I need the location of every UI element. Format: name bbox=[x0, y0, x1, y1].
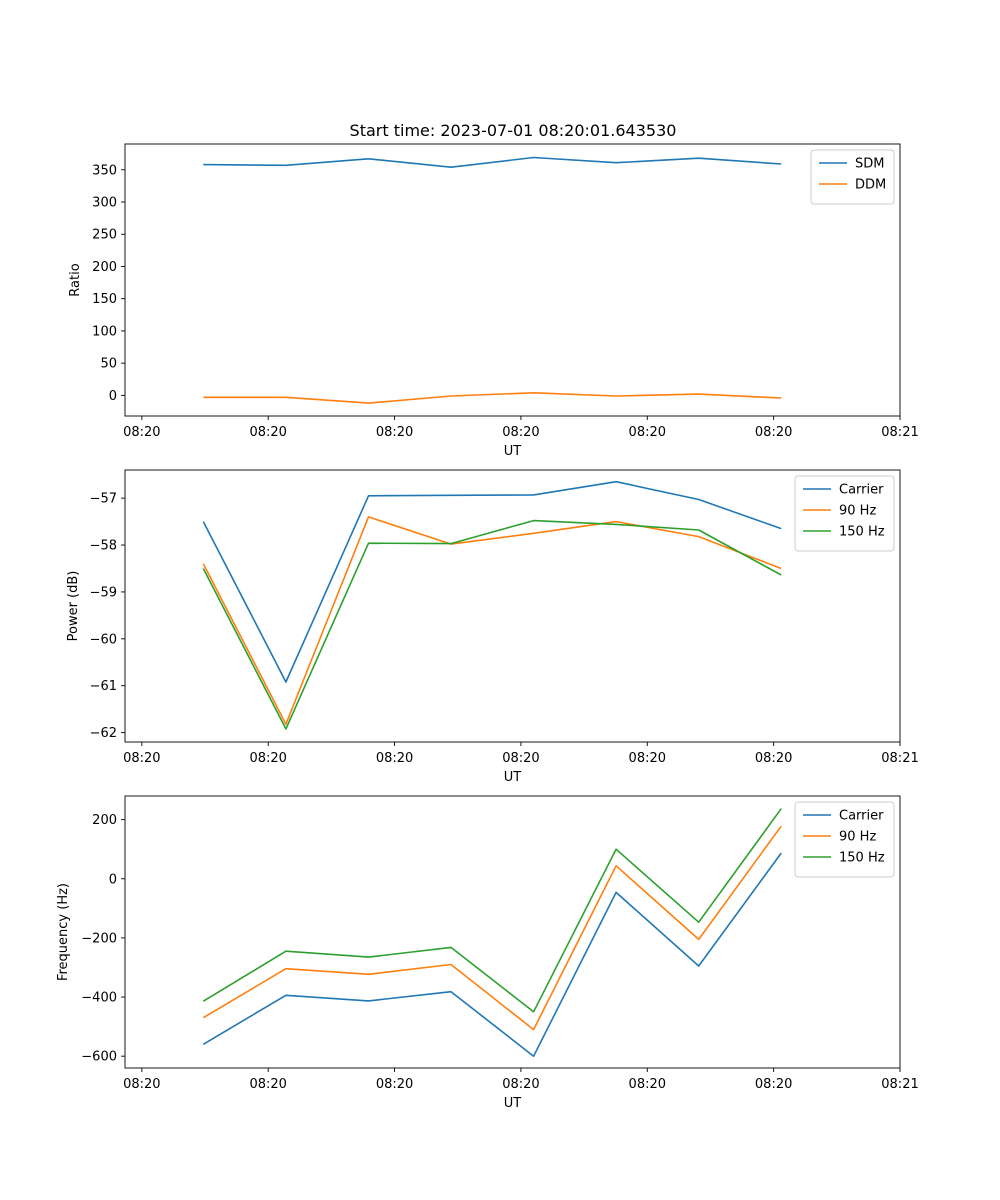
frequency-chart-x-tick-label: 08:20 bbox=[249, 1077, 286, 1092]
frequency-chart-x-tick-label: 08:20 bbox=[502, 1077, 539, 1092]
frequency-chart-y-axis-label: Frequency (Hz) bbox=[56, 883, 71, 981]
frequency-chart-legend-box bbox=[794, 801, 895, 878]
ratio-chart-axes-frame bbox=[124, 143, 901, 417]
frequency-chart-x-tick-label: 08:20 bbox=[629, 1077, 666, 1092]
ratio-chart-x-tick-label: 08:20 bbox=[502, 425, 539, 440]
ratio-chart-legend-label: DDM bbox=[855, 178, 886, 193]
power-chart-y-tick-label: −59 bbox=[90, 585, 117, 600]
ratio-chart-y-tick-label: 50 bbox=[100, 357, 117, 372]
ratio-chart-y-tick-label: 300 bbox=[92, 196, 117, 211]
ratio-chart: 08:20 08:20 08:20 08:20 08:20 08:20 08:21 0 50 10… bbox=[68, 143, 919, 459]
power-chart-y-tick-label: −57 bbox=[90, 492, 117, 507]
frequency-chart-series-150-hz bbox=[202, 808, 782, 1013]
power-chart-y-tick-label: −58 bbox=[90, 539, 117, 554]
power-chart-y-tick-label: −60 bbox=[90, 632, 117, 647]
power-chart-x-tick-label: 08:21 bbox=[881, 751, 918, 766]
power-chart-x-tick-label: 08:20 bbox=[249, 751, 286, 766]
ratio-chart-x-tick-label: 08:20 bbox=[376, 425, 413, 440]
frequency-chart-x-tick-label: 08:20 bbox=[123, 1077, 160, 1092]
power-chart-y-tick-label: −61 bbox=[90, 679, 117, 694]
power-chart-series-carrier bbox=[202, 480, 782, 683]
ratio-chart-y-tick-label: 100 bbox=[92, 324, 117, 339]
frequency-chart-legend-label: 90 Hz bbox=[839, 830, 876, 845]
power-chart-axes-frame bbox=[124, 469, 901, 743]
frequency-chart-y-tick-label: 0 bbox=[109, 872, 117, 887]
ratio-chart-y-tick-label: 150 bbox=[92, 292, 117, 307]
ratio-chart-y-tick-label: 250 bbox=[92, 228, 117, 243]
ratio-chart-x-tick-label: 08:20 bbox=[123, 425, 160, 440]
power-chart-y-axis-label: Power (dB) bbox=[66, 571, 81, 642]
power-chart-x-tick-label: 08:20 bbox=[376, 751, 413, 766]
frequency-chart-x-axis-label: UT bbox=[504, 1096, 522, 1111]
ratio-chart-y-axis-label: Ratio bbox=[68, 263, 83, 296]
frequency-chart-legend: Carrier 90 Hz 150 Hz bbox=[794, 801, 895, 878]
frequency-chart: 08:20 08:20 08:20 08:20 08:20 08:20 08:21 −600 −… bbox=[56, 795, 919, 1111]
frequency-chart-y-tick-label: −200 bbox=[81, 931, 117, 946]
frequency-chart-x-tick-label: 08:20 bbox=[755, 1077, 792, 1092]
power-chart: 08:20 08:20 08:20 08:20 08:20 08:20 08:21 −62 −6… bbox=[66, 469, 919, 785]
power-chart-legend-label: 90 Hz bbox=[839, 504, 876, 519]
power-chart-y-tick-label: −62 bbox=[90, 726, 117, 741]
ratio-chart-x-tick-label: 08:20 bbox=[755, 425, 792, 440]
frequency-chart-y-tick-label: −400 bbox=[81, 991, 117, 1006]
ratio-chart-series-ddm bbox=[203, 391, 782, 404]
power-chart-x-axis-label: UT bbox=[504, 770, 522, 785]
power-chart-series-150-hz bbox=[202, 519, 782, 730]
power-chart-legend-box bbox=[794, 475, 895, 552]
figure-title: Start time: 2023-07-01 08:20:01.643530 bbox=[350, 121, 677, 140]
power-chart-legend-label: 150 Hz bbox=[839, 525, 885, 540]
ratio-chart-series-sdm bbox=[203, 156, 782, 168]
ratio-chart-y-tick-label: 0 bbox=[109, 389, 117, 404]
frequency-chart-legend-label: 150 Hz bbox=[839, 851, 885, 866]
power-chart-legend: Carrier 90 Hz 150 Hz bbox=[794, 475, 895, 552]
frequency-chart-x-tick-label: 08:21 bbox=[881, 1077, 918, 1092]
frequency-chart-axes-frame bbox=[124, 795, 901, 1069]
frequency-chart-series-carrier bbox=[202, 852, 782, 1057]
frequency-chart-y-tick-label: −600 bbox=[81, 1050, 117, 1065]
frequency-chart-series-90-hz bbox=[202, 825, 782, 1031]
frequency-chart-y-tick-label: 200 bbox=[92, 813, 117, 828]
ratio-chart-legend: SDM DDM bbox=[810, 149, 895, 205]
ratio-chart-y-tick-label: 350 bbox=[92, 163, 117, 178]
power-chart-x-tick-label: 08:20 bbox=[629, 751, 666, 766]
power-chart-x-tick-label: 08:20 bbox=[502, 751, 539, 766]
frequency-chart-legend-label: Carrier bbox=[839, 809, 884, 824]
ratio-chart-x-tick-label: 08:21 bbox=[881, 425, 918, 440]
ratio-chart-legend-label: SDM bbox=[855, 157, 884, 172]
frequency-chart-x-tick-label: 08:20 bbox=[376, 1077, 413, 1092]
power-chart-x-tick-label: 08:20 bbox=[123, 751, 160, 766]
subplots: 08:20 08:20 08:20 08:20 08:20 08:20 08:21 0 50 10… bbox=[56, 143, 919, 1111]
power-chart-x-tick-label: 08:20 bbox=[755, 751, 792, 766]
power-chart-series-90-hz bbox=[202, 516, 782, 726]
ratio-chart-x-tick-label: 08:20 bbox=[249, 425, 286, 440]
power-chart-legend-label: Carrier bbox=[839, 483, 884, 498]
ratio-chart-x-tick-label: 08:20 bbox=[629, 425, 666, 440]
ratio-chart-x-axis-label: UT bbox=[504, 444, 522, 459]
ratio-chart-y-tick-label: 200 bbox=[92, 260, 117, 275]
